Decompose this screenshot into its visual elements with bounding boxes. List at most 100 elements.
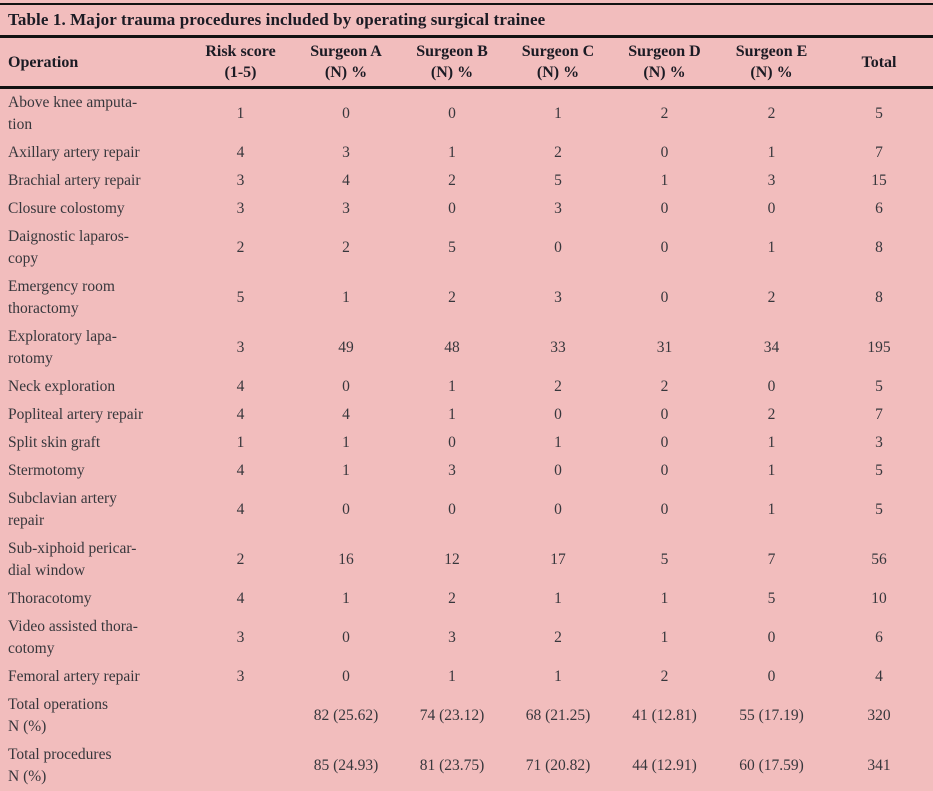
cell-total: 10 bbox=[825, 585, 933, 613]
cell-risk-score: 4 bbox=[188, 485, 293, 535]
cell-risk-score: 3 bbox=[188, 323, 293, 373]
cell-surgeon-e: 0 bbox=[718, 613, 825, 663]
cell-surgeon-c: 1 bbox=[505, 429, 611, 457]
cell-risk-score bbox=[188, 691, 293, 741]
column-header-risk-score: Risk score (1-5) bbox=[188, 38, 293, 88]
cell-surgeon-c: 3 bbox=[505, 195, 611, 223]
cell-risk-score: 2 bbox=[188, 223, 293, 273]
operation-name: Video assisted thora- cotomy bbox=[0, 613, 188, 663]
cell-surgeon-e: 1 bbox=[718, 485, 825, 535]
cell-risk-score: 3 bbox=[188, 167, 293, 195]
column-header-operation: Operation bbox=[0, 38, 188, 88]
cell-surgeon-a: 16 bbox=[293, 535, 399, 585]
cell-surgeon-e: 0 bbox=[718, 373, 825, 401]
cell-total: 195 bbox=[825, 323, 933, 373]
table-title: Table 1. Major trauma procedures include… bbox=[0, 5, 933, 38]
cell-surgeon-e: 60 (17.59) bbox=[718, 741, 825, 791]
cell-surgeon-c: 17 bbox=[505, 535, 611, 585]
cell-surgeon-b: 1 bbox=[399, 139, 505, 167]
cell-risk-score: 3 bbox=[188, 195, 293, 223]
cell-risk-score: 4 bbox=[188, 457, 293, 485]
operation-name: Femoral artery repair bbox=[0, 663, 188, 691]
table-row: Total operations N (%)82 (25.62)74 (23.1… bbox=[0, 691, 933, 741]
column-header-surgeon-b: Surgeon B (N) % bbox=[399, 38, 505, 88]
cell-surgeon-b: 3 bbox=[399, 457, 505, 485]
cell-total: 5 bbox=[825, 88, 933, 140]
cell-surgeon-b: 12 bbox=[399, 535, 505, 585]
operation-name: Subclavian artery repair bbox=[0, 485, 188, 535]
cell-surgeon-e: 5 bbox=[718, 585, 825, 613]
cell-surgeon-b: 2 bbox=[399, 167, 505, 195]
operation-name: Above knee amputa- tion bbox=[0, 88, 188, 140]
column-header-total: Total bbox=[825, 38, 933, 88]
cell-total: 320 bbox=[825, 691, 933, 741]
cell-surgeon-a: 1 bbox=[293, 585, 399, 613]
cell-surgeon-c: 1 bbox=[505, 88, 611, 140]
operation-name: Split skin graft bbox=[0, 429, 188, 457]
cell-surgeon-d: 0 bbox=[611, 195, 718, 223]
cell-surgeon-c: 5 bbox=[505, 167, 611, 195]
operation-name: Brachial artery repair bbox=[0, 167, 188, 195]
cell-risk-score: 5 bbox=[188, 273, 293, 323]
cell-surgeon-e: 0 bbox=[718, 195, 825, 223]
cell-surgeon-b: 0 bbox=[399, 195, 505, 223]
cell-risk-score: 1 bbox=[188, 429, 293, 457]
cell-surgeon-d: 1 bbox=[611, 167, 718, 195]
column-header-surgeon-c: Surgeon C (N) % bbox=[505, 38, 611, 88]
cell-risk-score: 3 bbox=[188, 613, 293, 663]
cell-surgeon-c: 0 bbox=[505, 223, 611, 273]
cell-surgeon-c: 2 bbox=[505, 373, 611, 401]
cell-total: 7 bbox=[825, 139, 933, 167]
cell-surgeon-d: 2 bbox=[611, 88, 718, 140]
cell-surgeon-b: 1 bbox=[399, 401, 505, 429]
cell-surgeon-d: 0 bbox=[611, 457, 718, 485]
cell-surgeon-d: 2 bbox=[611, 663, 718, 691]
cell-risk-score: 4 bbox=[188, 401, 293, 429]
table-row: Total procedures N (%)85 (24.93)81 (23.7… bbox=[0, 741, 933, 791]
cell-surgeon-d: 2 bbox=[611, 373, 718, 401]
cell-surgeon-c: 0 bbox=[505, 485, 611, 535]
cell-surgeon-c: 3 bbox=[505, 273, 611, 323]
cell-risk-score: 1 bbox=[188, 88, 293, 140]
cell-surgeon-b: 3 bbox=[399, 613, 505, 663]
cell-surgeon-a: 4 bbox=[293, 167, 399, 195]
column-header-surgeon-d: Surgeon D (N) % bbox=[611, 38, 718, 88]
cell-surgeon-d: 41 (12.81) bbox=[611, 691, 718, 741]
cell-surgeon-a: 0 bbox=[293, 613, 399, 663]
cell-surgeon-c: 1 bbox=[505, 663, 611, 691]
cell-surgeon-e: 1 bbox=[718, 223, 825, 273]
cell-surgeon-d: 44 (12.91) bbox=[611, 741, 718, 791]
cell-surgeon-b: 1 bbox=[399, 373, 505, 401]
cell-surgeon-a: 3 bbox=[293, 139, 399, 167]
cell-surgeon-c: 0 bbox=[505, 401, 611, 429]
cell-surgeon-a: 0 bbox=[293, 373, 399, 401]
cell-surgeon-e: 0 bbox=[718, 663, 825, 691]
cell-total: 4 bbox=[825, 663, 933, 691]
operation-name: Popliteal artery repair bbox=[0, 401, 188, 429]
cell-surgeon-b: 0 bbox=[399, 429, 505, 457]
cell-surgeon-c: 68 (21.25) bbox=[505, 691, 611, 741]
cell-surgeon-d: 5 bbox=[611, 535, 718, 585]
cell-risk-score: 4 bbox=[188, 139, 293, 167]
cell-surgeon-e: 34 bbox=[718, 323, 825, 373]
operation-name: Emergency room thoractomy bbox=[0, 273, 188, 323]
cell-surgeon-d: 1 bbox=[611, 613, 718, 663]
operation-name: Daignostic laparos- copy bbox=[0, 223, 188, 273]
cell-surgeon-a: 1 bbox=[293, 429, 399, 457]
cell-surgeon-e: 2 bbox=[718, 273, 825, 323]
cell-surgeon-b: 0 bbox=[399, 88, 505, 140]
cell-total: 8 bbox=[825, 223, 933, 273]
cell-surgeon-c: 33 bbox=[505, 323, 611, 373]
cell-surgeon-e: 2 bbox=[718, 88, 825, 140]
cell-risk-score: 4 bbox=[188, 585, 293, 613]
